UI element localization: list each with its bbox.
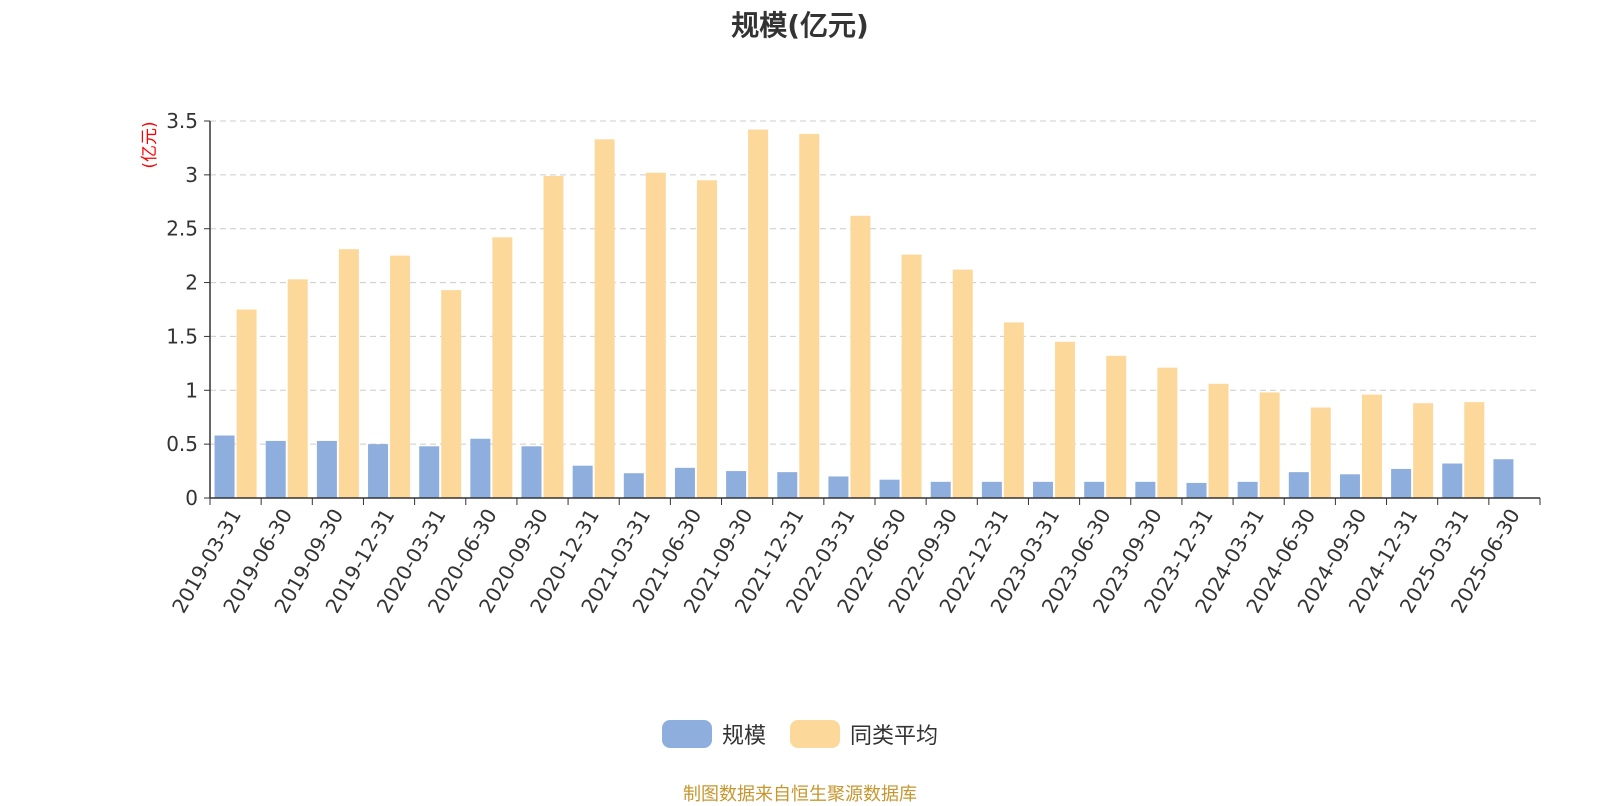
bar-scale [521,446,542,498]
bar-peer-average [338,249,359,498]
bar-scale [1493,459,1514,498]
legend-item[interactable]: 规模 [661,718,766,750]
bar-peer-average [390,255,411,498]
bar-peer-average [236,309,257,498]
y-axis-label: (亿元) [140,121,160,168]
y-tick-label: 3.5 [166,109,198,133]
y-tick-label: 0.5 [166,432,198,456]
bar-peer-average [799,133,820,498]
bar-peer-average [850,215,871,498]
bar-peer-average [1413,403,1434,498]
bar-scale [1084,481,1105,498]
bar-peer-average [1361,394,1382,498]
bar-scale [674,467,695,498]
bar-scale [1391,468,1412,498]
bar-peer-average [901,254,922,498]
y-tick-label: 2.5 [166,217,198,241]
bar-scale [1186,482,1207,498]
bar-peer-average [441,290,462,498]
bar-scale [1237,481,1258,498]
bar-peer-average [287,279,308,498]
bar-peer-average [543,175,564,499]
bar-scale [726,471,747,498]
bar-scale [981,481,1002,498]
bar-peer-average [492,237,513,498]
bars [214,129,1514,499]
bar-scale [368,444,389,498]
bar-scale [470,438,491,498]
bar-scale [265,440,286,498]
x-tick-labels: 2019-03-312019-06-302019-09-302019-12-31… [167,504,1525,617]
bar-scale [1288,472,1309,498]
bar-peer-average [952,269,973,498]
bar-peer-average [1106,355,1127,498]
bar-scale [1442,463,1463,498]
bar-scale [214,435,235,498]
bar-peer-average [696,180,717,498]
bar-peer-average [1259,392,1280,498]
legend: 规模 同类平均 [0,718,1600,750]
bar-scale [1033,481,1054,498]
bar-scale [1339,474,1360,498]
bar-peer-average [1310,407,1331,498]
y-tick-label: 3 [185,163,198,187]
bar-peer-average [1003,322,1024,498]
y-tick-label: 1 [185,378,198,402]
legend-item[interactable]: 同类平均 [790,718,938,750]
legend-swatch [790,720,840,748]
bar-scale [316,440,337,498]
y-tick-label: 2 [185,271,198,295]
bar-peer-average [1464,402,1485,498]
y-tick-labels: 0 0.5 1 1.5 2 2.5 3 3.5 [166,109,198,510]
legend-swatch [661,720,712,748]
y-tick-label: 0 [185,486,198,510]
y-tick-label: 1.5 [166,324,198,348]
bar-peer-average [594,139,615,498]
axes [204,120,1541,505]
grid-lines [210,120,1540,445]
bar-scale [879,479,900,498]
legend-label: 同类平均 [850,724,939,749]
bar-scale [828,476,849,498]
bar-peer-average [645,172,666,498]
bar-peer-average [1157,367,1178,498]
bar-peer-average [748,129,769,499]
bar-scale [930,481,951,498]
bar-peer-average [1208,383,1229,498]
bar-scale [623,473,644,498]
legend-label: 规模 [721,724,766,749]
chart-title: 规模(亿元) [731,9,869,42]
bar-scale [419,446,440,498]
source-note: 制图数据来自恒生聚源数据库 [683,784,917,805]
bar-peer-average [1055,341,1076,498]
bar-scale [777,472,798,498]
bar-scale [1135,481,1156,498]
bar-scale [572,465,593,498]
